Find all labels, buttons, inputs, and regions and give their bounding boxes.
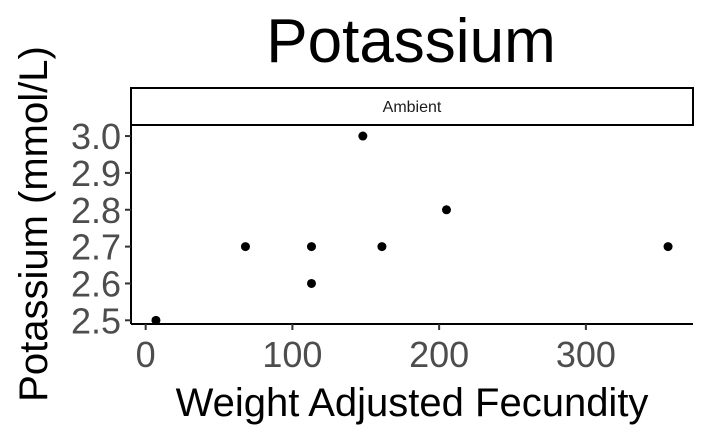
y-tick-label: 2.9 — [71, 153, 121, 194]
y-tick-label: 3.0 — [71, 116, 121, 157]
x-tick-label: 200 — [409, 334, 469, 375]
facet-strip-label: Ambient — [383, 99, 442, 116]
data-point — [441, 205, 451, 215]
data-point — [306, 278, 316, 288]
data-point — [358, 131, 368, 141]
data-point — [377, 242, 387, 252]
x-axis-ticks: 0 100 200 300 — [136, 324, 616, 375]
facet-strip: Ambient — [130, 87, 694, 126]
x-tick-label: 300 — [556, 334, 616, 375]
facet-strip-box — [130, 87, 694, 126]
y-axis-title: Potassium (mmol/L) — [12, 46, 56, 402]
x-tick-label: 100 — [262, 334, 322, 375]
chart-title: Potassium — [266, 7, 555, 76]
data-point — [306, 242, 316, 252]
data-points — [151, 131, 673, 325]
y-tick-label: 2.5 — [71, 300, 121, 341]
x-tick-label: 0 — [136, 334, 156, 375]
y-tick-label: 2.6 — [71, 263, 121, 304]
y-axis-ticks: 2.52.62.72.82.93.0 — [71, 116, 131, 341]
plot-panel — [130, 125, 693, 325]
y-tick-label: 2.7 — [71, 227, 121, 268]
x-axis-title: Weight Adjusted Fecundity — [176, 381, 649, 425]
y-tick-label: 2.8 — [71, 190, 121, 231]
data-point — [240, 242, 250, 252]
data-point — [663, 242, 673, 252]
data-point — [151, 315, 161, 325]
